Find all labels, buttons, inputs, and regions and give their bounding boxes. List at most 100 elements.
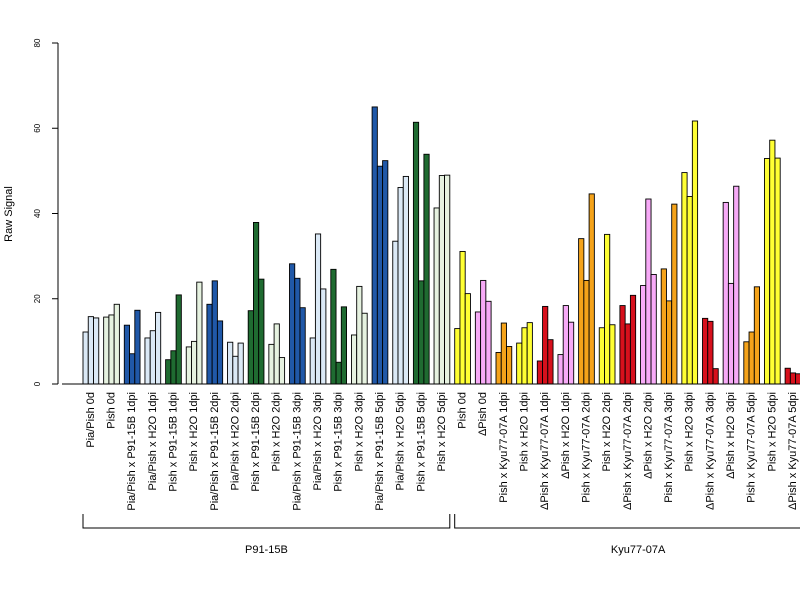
bar bbox=[418, 280, 425, 385]
bar bbox=[789, 372, 797, 385]
bar bbox=[438, 175, 445, 385]
bar bbox=[464, 293, 471, 385]
bar bbox=[376, 165, 384, 385]
x-tick-label: Pish x Kyu77-07A 5dpi bbox=[746, 392, 758, 503]
bar bbox=[743, 341, 750, 385]
labels-layer: Pia/Pish 0d Pish 0d Pia/Pish x P91-15B 1dp… bbox=[33, 38, 799, 556]
bar bbox=[629, 294, 637, 385]
bar bbox=[624, 323, 631, 385]
bar bbox=[459, 250, 466, 385]
x-tick-label: ΔPish x H2O 3dpi bbox=[725, 392, 737, 479]
x-tick-label: Pish 0d bbox=[457, 392, 469, 429]
bar bbox=[123, 324, 131, 385]
bar bbox=[170, 350, 177, 385]
bar bbox=[351, 334, 358, 385]
bar bbox=[268, 343, 275, 385]
bar bbox=[412, 121, 420, 385]
x-tick-label: Pish x H2O 3dpi bbox=[353, 392, 365, 471]
bar bbox=[650, 274, 657, 385]
x-tick-label: Pia/Pish x P91-15B 5dpi bbox=[374, 392, 386, 511]
x-tick-label: ΔPish x Kyu77-07A 2dpi bbox=[622, 392, 634, 510]
x-tick-label: ΔPish x H2O 1dpi bbox=[560, 392, 572, 479]
bar bbox=[547, 339, 554, 385]
bar bbox=[686, 195, 693, 385]
x-tick-label: Pish x P91-15B 2dpi bbox=[250, 392, 262, 492]
group-label: P91-15B bbox=[245, 544, 288, 556]
bar bbox=[356, 285, 363, 385]
x-tick-label: ΔPish x Kyu77-07A 3dpi bbox=[704, 392, 716, 510]
x-tick-label: Pish x Kyu77-07A 1dpi bbox=[498, 392, 510, 503]
bar bbox=[495, 352, 502, 385]
x-tick-label: Pia/Pish x P91-15B 1dpi bbox=[126, 392, 138, 511]
x-tick-label: Pish 0d bbox=[106, 392, 118, 429]
bar bbox=[216, 320, 224, 385]
bar bbox=[232, 355, 239, 385]
x-tick-label: Pish x P91-15B 1dpi bbox=[167, 392, 179, 492]
bar bbox=[485, 300, 492, 385]
x-tick-label: ΔPish x H2O 2dpi bbox=[642, 392, 654, 479]
bar bbox=[196, 281, 203, 385]
x-tick-label: Pish x H2O 3dpi bbox=[684, 392, 696, 471]
bar bbox=[392, 240, 399, 385]
x-tick-label: Pia/Pish 0d bbox=[85, 392, 97, 448]
y-tick-label: 0 bbox=[33, 381, 42, 386]
bar bbox=[314, 233, 322, 385]
bar bbox=[165, 359, 172, 385]
bar bbox=[722, 201, 729, 385]
bar bbox=[784, 367, 791, 385]
bar bbox=[588, 193, 595, 385]
bar bbox=[299, 307, 306, 385]
bar bbox=[500, 322, 507, 385]
bar bbox=[733, 185, 740, 385]
bar bbox=[764, 158, 771, 385]
x-tick-label: Pia/Pish x P91-15B 3dpi bbox=[291, 392, 303, 511]
bar bbox=[93, 317, 100, 385]
bar bbox=[681, 172, 688, 385]
axes-layer bbox=[52, 42, 800, 529]
bar bbox=[371, 106, 378, 385]
bar bbox=[774, 157, 781, 385]
bar bbox=[474, 311, 482, 385]
bar bbox=[294, 277, 301, 385]
bar bbox=[278, 357, 286, 385]
bar bbox=[542, 305, 549, 385]
x-tick-label: Pish x H2O 5dpi bbox=[766, 392, 778, 471]
bar bbox=[619, 305, 626, 385]
bar bbox=[247, 310, 254, 385]
bar bbox=[795, 373, 800, 385]
bar bbox=[660, 268, 667, 385]
y-tick-label: 60 bbox=[33, 123, 42, 132]
bar bbox=[144, 337, 151, 385]
bar bbox=[562, 305, 569, 385]
x-tick-label: Pish x P91-15B 3dpi bbox=[333, 392, 345, 492]
x-tick-label: Pish x Kyu77-07A 2dpi bbox=[580, 392, 592, 503]
x-tick-label: Pish x H2O 1dpi bbox=[519, 392, 531, 471]
bar bbox=[108, 314, 115, 385]
bar bbox=[185, 346, 192, 385]
x-tick-label: Pish x Kyu77-07A 3dpi bbox=[663, 392, 675, 503]
bar bbox=[361, 312, 368, 385]
bar bbox=[604, 233, 611, 385]
bar bbox=[671, 203, 678, 385]
x-tick-label: ΔPish x Kyu77-07A 1dpi bbox=[539, 392, 551, 510]
bar bbox=[521, 327, 528, 385]
bar bbox=[149, 330, 156, 385]
bar bbox=[258, 278, 265, 385]
x-tick-label: Pish x H2O 2dpi bbox=[271, 392, 283, 471]
bar bbox=[330, 268, 337, 385]
bar bbox=[103, 316, 110, 385]
bar bbox=[666, 300, 673, 385]
bar bbox=[206, 303, 213, 385]
bar bbox=[87, 316, 94, 385]
bar bbox=[578, 238, 585, 385]
bar bbox=[727, 282, 735, 385]
bar bbox=[252, 221, 260, 385]
group-bracket bbox=[454, 514, 800, 529]
bar bbox=[769, 139, 776, 385]
bar bbox=[707, 320, 714, 385]
bar bbox=[568, 321, 575, 385]
x-tick-label: Pish x H2O 1dpi bbox=[188, 392, 200, 471]
bar bbox=[454, 328, 461, 385]
x-tick-label: Pish x H2O 2dpi bbox=[601, 392, 613, 471]
x-tick-label: Pia/Pish x H2O 2dpi bbox=[229, 392, 241, 490]
